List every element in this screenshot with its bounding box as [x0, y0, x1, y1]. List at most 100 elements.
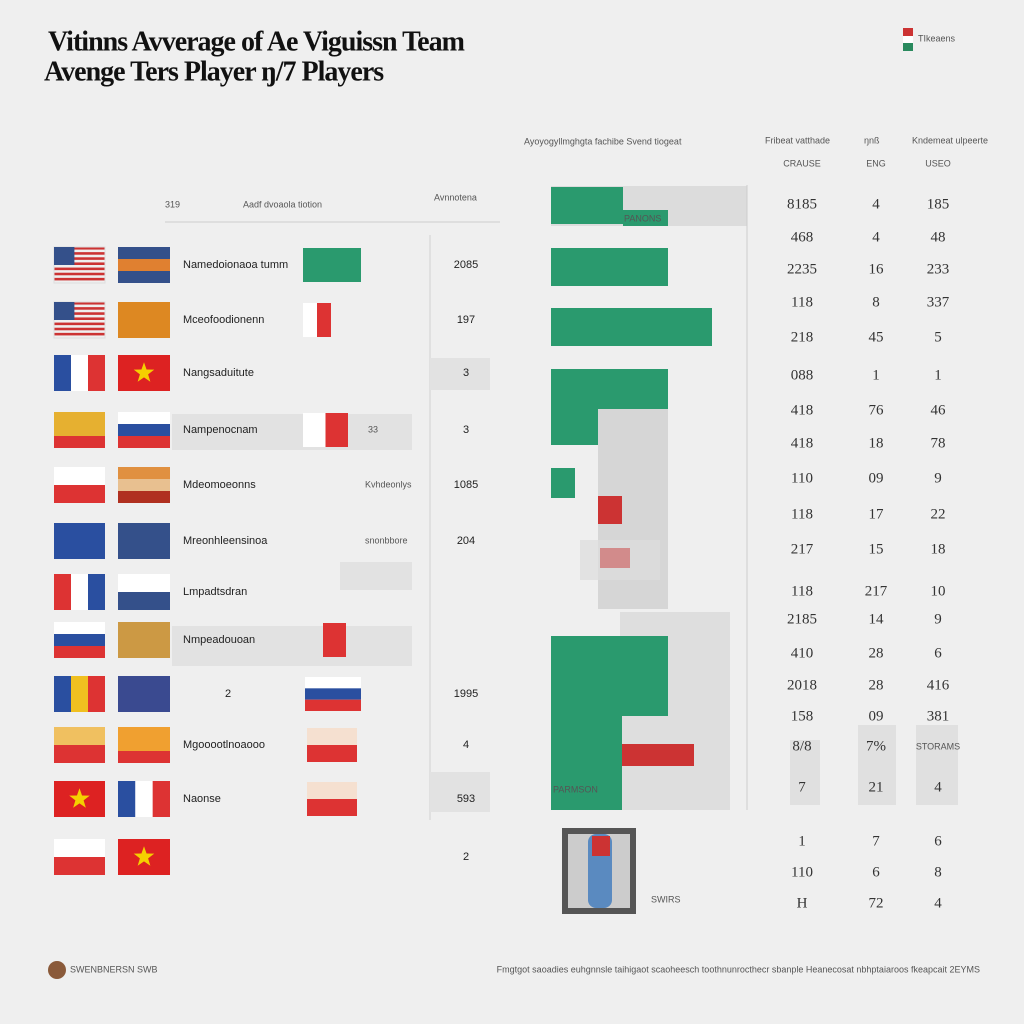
chart-bars — [551, 186, 747, 810]
cell-shading — [790, 725, 958, 805]
row-value: 4 — [463, 739, 469, 751]
flag-stripe — [307, 799, 357, 816]
flag-stripe — [54, 262, 105, 265]
flag-stripe — [54, 574, 71, 610]
flag — [307, 728, 357, 762]
footer-icon — [48, 961, 66, 979]
cell-value: 2185 — [787, 611, 817, 627]
flag — [303, 248, 361, 282]
flag-stripe — [54, 485, 105, 503]
flag-stripe — [54, 646, 105, 658]
flag-stripe — [54, 307, 105, 310]
row-note: Kvhdeonlys — [365, 479, 412, 489]
cell-value: 185 — [927, 196, 950, 212]
flag-stripe — [118, 622, 170, 658]
cell-value: 48 — [931, 229, 946, 245]
flag-stripe — [54, 727, 105, 745]
flag-stripe — [323, 623, 346, 657]
bar-label: PANONS — [624, 213, 661, 223]
flag-stripe — [152, 781, 170, 817]
cell-value: 8185 — [787, 196, 817, 212]
flag-stripe — [118, 727, 170, 739]
row-label: Namedoionaoa tumm — [183, 259, 288, 271]
cell-value: 337 — [927, 294, 950, 310]
cell-value: 381 — [927, 708, 950, 724]
row-value: 1085 — [454, 479, 478, 491]
flag-stripe — [118, 259, 170, 271]
flag-stripe — [71, 355, 88, 391]
flag — [118, 574, 170, 610]
footer-left: SWENBNERSN SWB — [70, 964, 158, 974]
flag-stripe — [54, 322, 105, 326]
flag-stripe — [54, 745, 105, 763]
cell-value: STORAMS — [916, 741, 960, 751]
flag — [118, 412, 170, 448]
cell-value: 8/8 — [792, 738, 811, 754]
flag-stripe — [54, 412, 105, 424]
flag-stripe — [118, 592, 170, 610]
flag — [54, 412, 105, 448]
cell-value: 7 — [872, 833, 880, 849]
flag-stripe — [88, 676, 105, 712]
flag-stripe — [54, 634, 105, 646]
cell-value: 233 — [927, 261, 950, 277]
flag-star — [69, 788, 90, 808]
flags — [53, 246, 361, 875]
flag-stripe — [54, 467, 105, 485]
flag-stripe — [118, 523, 170, 559]
row-label: Nampenocnam — [183, 424, 258, 436]
flag-stripe — [54, 622, 105, 634]
flag-stripe — [118, 271, 170, 283]
row-value: 197 — [457, 314, 475, 326]
flag-stripe — [305, 699, 361, 711]
device-label: SWIRS — [651, 894, 681, 904]
flag-star — [133, 846, 155, 866]
cell-value: 72 — [869, 895, 884, 911]
cell-value: 118 — [791, 294, 813, 310]
flag-canton — [54, 247, 75, 265]
row-label: Nangsaduitute — [183, 367, 254, 379]
cell-value: 217 — [791, 541, 814, 557]
flag-stripe — [118, 467, 170, 479]
cell-value: 17 — [869, 506, 885, 522]
flag-stripe — [307, 745, 357, 762]
column-header: 319 — [165, 199, 180, 209]
flag-stripe — [54, 247, 105, 250]
cell-value: H — [797, 895, 808, 911]
title-line: Vitinns Avverage of Ae Viguissn Team — [48, 26, 465, 57]
column-subheader: USEO — [925, 158, 951, 168]
row-label: Mreonhleensinoa — [183, 535, 268, 547]
cell-value: 2235 — [787, 261, 817, 277]
cell-value: 217 — [865, 583, 888, 599]
flag — [118, 523, 170, 559]
bar-label: PARMSON — [553, 784, 598, 794]
row-shading — [172, 358, 490, 812]
flag — [118, 781, 170, 817]
column-header: Aadf dvoaola tiotion — [243, 199, 322, 209]
row-value: 204 — [457, 535, 475, 547]
flag-stripe — [303, 303, 317, 337]
flag-stripe — [118, 574, 170, 592]
cell-value: 7% — [866, 738, 886, 754]
flag — [118, 355, 170, 391]
cell-value: 118 — [791, 506, 813, 522]
flag-stripe — [118, 436, 170, 448]
column-subheader: CRAUSE — [783, 158, 821, 168]
cell-value: 18 — [869, 435, 884, 451]
cell-value: 14 — [869, 611, 885, 627]
cell-value: 16 — [869, 261, 885, 277]
cell-value: 418 — [791, 402, 814, 418]
column-subheader: ENG — [866, 158, 886, 168]
cell-value: 1 — [798, 833, 806, 849]
flag — [118, 247, 170, 283]
cell-value: 6 — [872, 864, 880, 880]
row-value: 3 — [463, 367, 469, 379]
flag — [303, 303, 331, 337]
cell-value: 410 — [791, 645, 814, 661]
flag-stripe — [71, 574, 88, 610]
flag-stripe — [303, 248, 361, 282]
cell-value: 418 — [791, 435, 814, 451]
cell-value: 218 — [791, 329, 814, 345]
cell-value: 468 — [791, 229, 814, 245]
